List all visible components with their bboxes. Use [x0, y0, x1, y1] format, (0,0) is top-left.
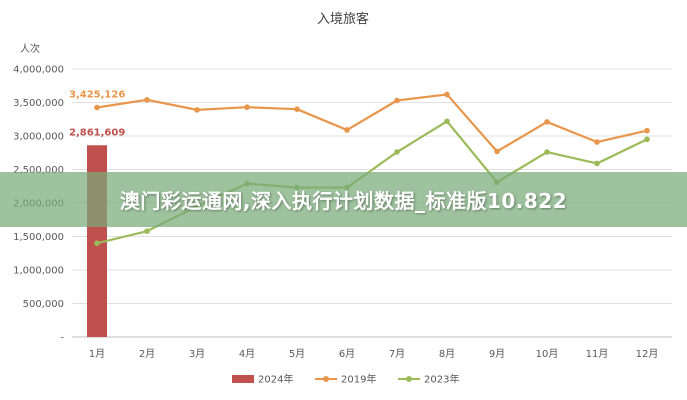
legend-label: 2024年	[258, 373, 293, 386]
y-tick-label: 4,000,000	[13, 65, 64, 76]
legend-swatch	[232, 375, 254, 383]
data-label-2024年: 2,861,609	[69, 127, 125, 138]
x-tick-label: 1月	[89, 348, 105, 360]
y-tick-label: -	[60, 333, 64, 344]
x-tick-label: 9月	[489, 348, 505, 360]
y-tick-label: 500,000	[23, 299, 64, 310]
overlay-text: 澳门彩运通网,深入执行计划数据_标准版10.822	[119, 189, 568, 213]
series-line-2019年	[96, 93, 648, 153]
grid	[72, 68, 672, 338]
y-tick-label: 1,500,000	[13, 232, 64, 243]
point-2023年	[594, 160, 600, 167]
point-2019年	[144, 97, 150, 103]
x-tick-label: 8月	[439, 348, 455, 360]
point-2019年	[94, 104, 100, 111]
x-axis-ticks: 1月 2月 3月 4月 5月 6月 7月 8月 9月 10月 11月 12月	[89, 348, 659, 360]
point-2019年	[644, 127, 650, 134]
legend: 2024年 2019年 2023年	[232, 373, 459, 386]
x-tick-label: 12月	[636, 348, 659, 360]
x-tick-label: 2月	[139, 348, 155, 360]
point-2019年	[394, 97, 400, 104]
point-2019年	[594, 139, 600, 145]
point-2019年	[294, 106, 300, 112]
x-tick-label: 10月	[536, 348, 559, 360]
chart-title: 入境旅客	[317, 11, 369, 27]
x-tick-label: 3月	[189, 348, 205, 360]
y-axis-label: 人次	[20, 42, 40, 55]
legend-marker	[323, 376, 329, 382]
x-tick-label: 5月	[289, 348, 305, 360]
point-2019年	[494, 148, 500, 155]
point-2023年	[544, 149, 550, 155]
x-tick-label: 7月	[389, 348, 405, 360]
point-2019年	[244, 104, 250, 110]
point-2019年	[344, 127, 350, 133]
point-2019年	[544, 119, 550, 125]
point-2019年	[194, 107, 200, 113]
y-tick-label: 3,000,000	[13, 132, 64, 143]
x-tick-label: 11月	[586, 348, 609, 360]
overlay-banner: 澳门彩运通网,深入执行计划数据_标准版10.822	[0, 172, 687, 227]
data-label-2019年: 3,425,126	[69, 90, 125, 101]
point-2023年	[144, 228, 150, 234]
x-tick-label: 4月	[239, 348, 255, 360]
y-tick-label: 1,000,000	[13, 266, 64, 277]
y-tick-label: 2,500,000	[13, 165, 64, 176]
point-2023年	[444, 118, 450, 125]
point-2019年	[444, 91, 450, 98]
point-2023年	[644, 136, 650, 143]
legend-marker	[406, 376, 412, 382]
data-labels: 2,861,609 3,425,126	[69, 90, 125, 139]
point-2023年	[394, 149, 400, 155]
legend-label: 2019年	[341, 373, 376, 386]
x-tick-label: 6月	[339, 348, 355, 360]
y-tick-label: 3,500,000	[13, 98, 64, 109]
point-2023年	[94, 240, 100, 246]
legend-label: 2023年	[424, 373, 459, 386]
